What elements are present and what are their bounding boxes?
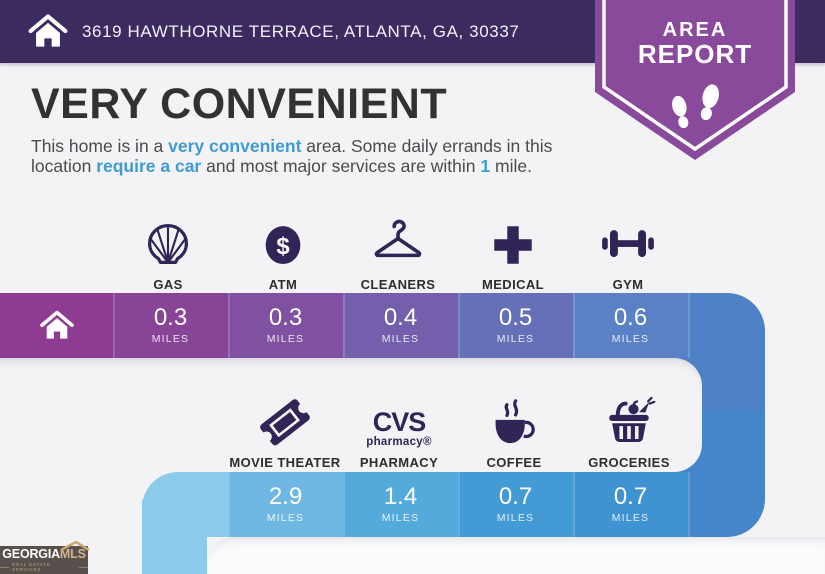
logo-rule: [78, 566, 89, 568]
poi-label: MEDICAL: [481, 277, 545, 292]
poi-label: COFFEE: [486, 455, 542, 470]
desc-part: location: [31, 156, 97, 176]
distance-value: 0.3: [268, 304, 303, 331]
cvs-pharmacy-text: pharmacy®: [366, 435, 432, 448]
bar-trail: [688, 293, 703, 358]
desc-part: This home is in a: [31, 136, 169, 156]
distance-cell: 0.4 MILES: [343, 293, 458, 358]
logo-subtitle-text: REAL ESTATE SERVICES: [12, 562, 51, 572]
poi-label: GROCERIES: [588, 455, 670, 470]
distance-value: 0.4: [383, 304, 418, 331]
cvs-pharmacy-logo: CVS pharmacy®: [366, 406, 432, 449]
distance-value: 0.5: [498, 304, 533, 331]
poi-label: GAS: [153, 277, 183, 292]
logo-rule: [0, 566, 10, 568]
distance-cell: 0.7 MILES: [573, 472, 688, 537]
desc-highlight: very convenient: [168, 136, 302, 156]
distance-unit: MILES: [496, 512, 535, 524]
distance-unit: MILES: [381, 512, 420, 524]
property-address: 3619 HAWTHORNE TERRACE, ATLANTA, GA, 303…: [82, 21, 520, 41]
home-segment: [0, 293, 113, 358]
ticket-icon: [260, 399, 310, 446]
desc-part: area. Some daily errands in this: [301, 136, 553, 156]
logo-mls-text: MLS: [59, 547, 86, 561]
distance-value: 0.7: [498, 483, 533, 510]
poi-movie-theater: MOVIE THEATER: [220, 378, 350, 470]
logo-georgia-text: GEORGIA: [2, 547, 60, 561]
bar-cap: [142, 472, 228, 537]
poi-gas: GAS: [103, 200, 233, 292]
poi-atm: $ ATM: [218, 200, 348, 292]
logo-subtitle: REAL ESTATE SERVICES: [0, 562, 89, 572]
poi-coffee: COFFEE: [449, 378, 579, 470]
poi-label: ATM: [268, 277, 298, 292]
grocery-basket-icon: [609, 396, 656, 443]
badge-line2: REPORT: [638, 39, 752, 69]
poi-row-1: GAS $ ATM CLEANERS MEDICAL: [0, 200, 825, 292]
next-section-panel: [207, 537, 825, 574]
distance-unit: MILES: [611, 512, 650, 524]
desc-part: and most major services are within: [201, 156, 481, 176]
distance-bar-2: 2.9 MILES 1.4 MILES 0.7 MILES 0.7 MILES: [142, 472, 703, 537]
coffee-cup-icon: [495, 399, 535, 444]
logo-roof-icon: [60, 541, 90, 551]
area-report-badge: AREA REPORT: [595, 0, 795, 160]
poi-groceries: GROCERIES: [564, 378, 694, 470]
home-icon: [28, 13, 68, 47]
poi-pharmacy: CVS pharmacy® PHARMACY: [334, 378, 464, 470]
distance-unit: MILES: [611, 333, 650, 345]
distance-unit: MILES: [381, 333, 420, 345]
distance-cell: 0.5 MILES: [458, 293, 573, 358]
shell-gas-icon: [147, 223, 189, 265]
ribbon-gap: [0, 358, 702, 472]
distance-value: 0.3: [153, 304, 188, 331]
distance-cell: 0.6 MILES: [573, 293, 688, 358]
distance-cell: 2.9 MILES: [228, 472, 343, 537]
page-title: VERY CONVENIENT: [31, 80, 448, 128]
distance-cell: 1.4 MILES: [343, 472, 458, 537]
distance-value: 0.7: [613, 483, 648, 510]
atm-dollar-icon: $: [265, 226, 301, 265]
distance-value: 1.4: [383, 483, 418, 510]
desc-part: mile.: [490, 156, 532, 176]
distance-unit: MILES: [266, 512, 305, 524]
distance-bar-1: 0.3 MILES 0.3 MILES 0.4 MILES 0.5 MILES …: [0, 293, 703, 358]
poi-cleaners: CLEANERS: [333, 200, 463, 292]
distance-unit: MILES: [151, 333, 190, 345]
hanger-icon: [374, 219, 422, 258]
poi-medical: MEDICAL: [448, 200, 578, 292]
poi-label: CLEANERS: [360, 277, 436, 292]
home-icon: [39, 310, 74, 339]
desc-highlight: require a car: [96, 156, 202, 176]
distance-value: 2.9: [268, 483, 303, 510]
poi-label: PHARMACY: [359, 455, 439, 470]
poi-label: MOVIE THEATER: [229, 455, 341, 470]
logo-wordmark: GEORGIAMLS: [2, 541, 90, 561]
georgia-mls-logo: GEORGIAMLS REAL ESTATE SERVICES: [0, 541, 90, 574]
medical-cross-icon: [494, 226, 532, 264]
poi-gym: GYM: [563, 200, 693, 292]
bar-trail: [688, 472, 703, 537]
badge-line1: AREA: [663, 19, 728, 41]
cvs-logo-text: CVS: [372, 406, 427, 437]
svg-text:$: $: [276, 233, 289, 260]
footprints-icon: [672, 84, 719, 129]
distance-cell: 0.7 MILES: [458, 472, 573, 537]
dumbbell-icon: [602, 230, 654, 258]
distance-cell: 0.3 MILES: [113, 293, 228, 358]
poi-label: GYM: [612, 277, 644, 292]
desc-highlight: 1: [480, 156, 491, 176]
distance-value: 0.6: [613, 304, 648, 331]
poi-row-2: MOVIE THEATER CVS pharmacy® PHARMACY COF…: [0, 378, 825, 470]
distance-unit: MILES: [266, 333, 305, 345]
distance-unit: MILES: [496, 333, 535, 345]
distance-cell: 0.3 MILES: [228, 293, 343, 358]
description-text: This home is in a very convenient area. …: [31, 136, 616, 176]
